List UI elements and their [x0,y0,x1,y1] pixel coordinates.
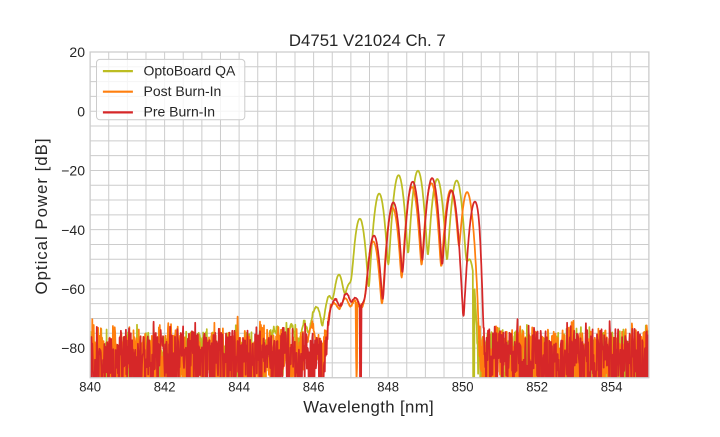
svg-text:−40: −40 [61,222,85,238]
svg-text:0: 0 [77,103,85,119]
svg-text:842: 842 [154,379,176,395]
svg-text:−60: −60 [61,281,85,297]
svg-text:844: 844 [228,379,250,395]
svg-text:OptoBoard QA: OptoBoard QA [144,62,236,78]
svg-text:Post Burn-In: Post Burn-In [144,83,222,99]
svg-text:846: 846 [303,379,325,395]
svg-text:854: 854 [601,379,623,395]
svg-text:20: 20 [69,44,85,60]
svg-text:852: 852 [526,379,548,395]
svg-text:840: 840 [79,379,101,395]
svg-text:Optical Power [dB]: Optical Power [dB] [32,139,51,295]
svg-text:Wavelength [nm]: Wavelength [nm] [303,398,433,417]
svg-text:848: 848 [377,379,399,395]
svg-text:Pre Burn-In: Pre Burn-In [144,104,216,120]
svg-text:−20: −20 [61,163,85,179]
svg-text:850: 850 [452,379,474,395]
svg-text:−80: −80 [61,340,85,356]
svg-text:D4751 V21024 Ch. 7: D4751 V21024 Ch. 7 [289,31,446,50]
